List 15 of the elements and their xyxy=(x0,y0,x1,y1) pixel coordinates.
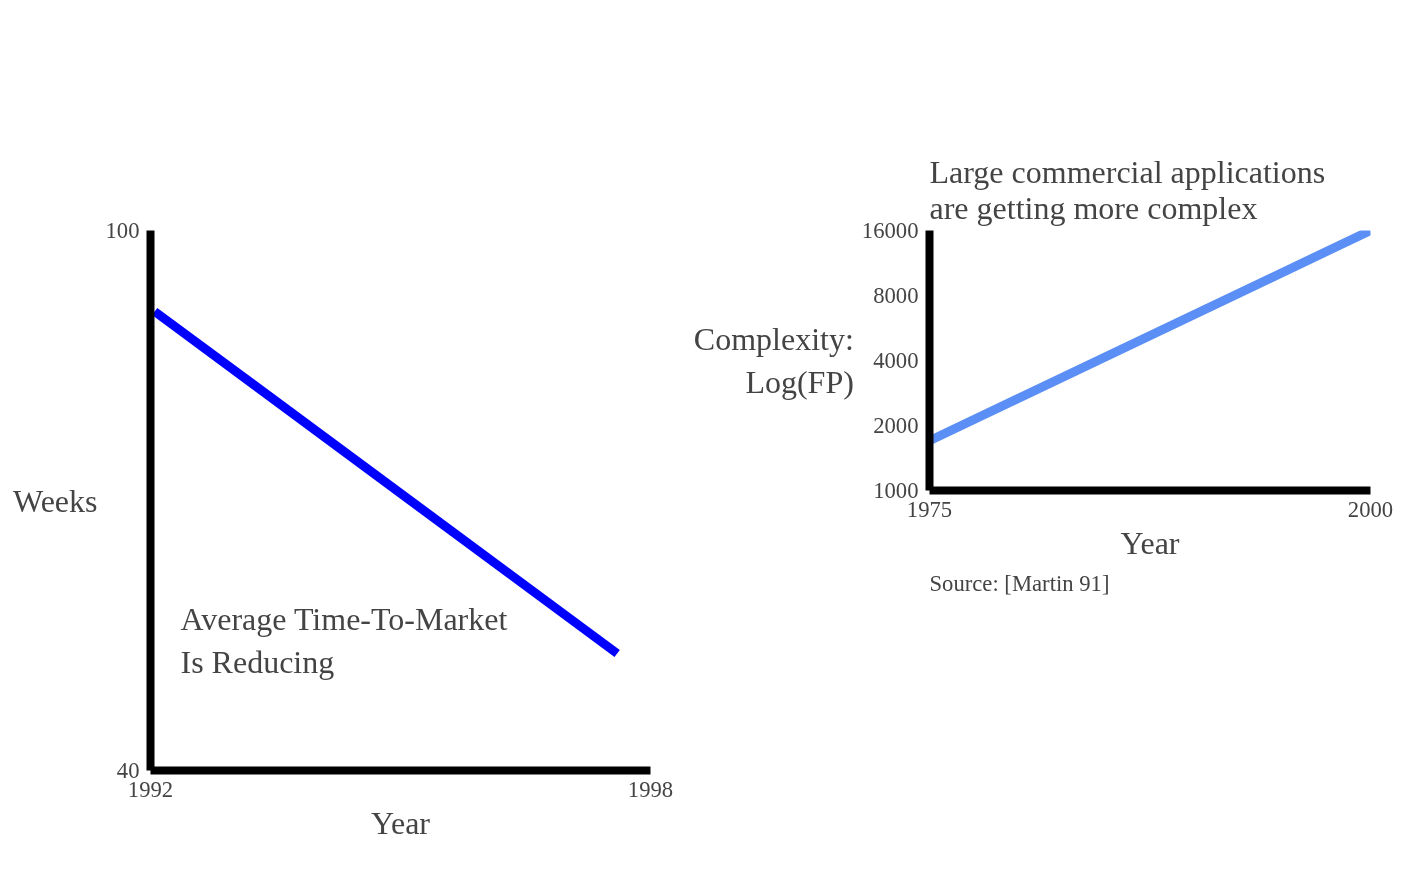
x-axis-title: Year xyxy=(371,804,431,841)
y-tick-label: 16000 xyxy=(861,218,919,243)
y-tick-label: 100 xyxy=(105,218,140,243)
chart-title: Large commercial applications are getting more complex xyxy=(929,153,1326,226)
y-axis-title: Complexity: Log(FP) xyxy=(693,320,854,401)
y-tick-label: 4000 xyxy=(873,348,919,373)
y-axis-title: Weeks xyxy=(13,482,98,519)
y-tick-label: 1000 xyxy=(873,478,919,503)
y-tick-label: 40 xyxy=(116,758,140,783)
x-axis-title: Year xyxy=(1120,524,1180,561)
x-tick-label: 1998 xyxy=(627,776,674,802)
annotation: Average Time-To-Market Is Reducing xyxy=(180,601,508,681)
y-tick-label: 8000 xyxy=(873,283,919,308)
y-tick-label: 2000 xyxy=(873,413,919,438)
source-note: Source: [Martin 91] xyxy=(929,570,1110,596)
